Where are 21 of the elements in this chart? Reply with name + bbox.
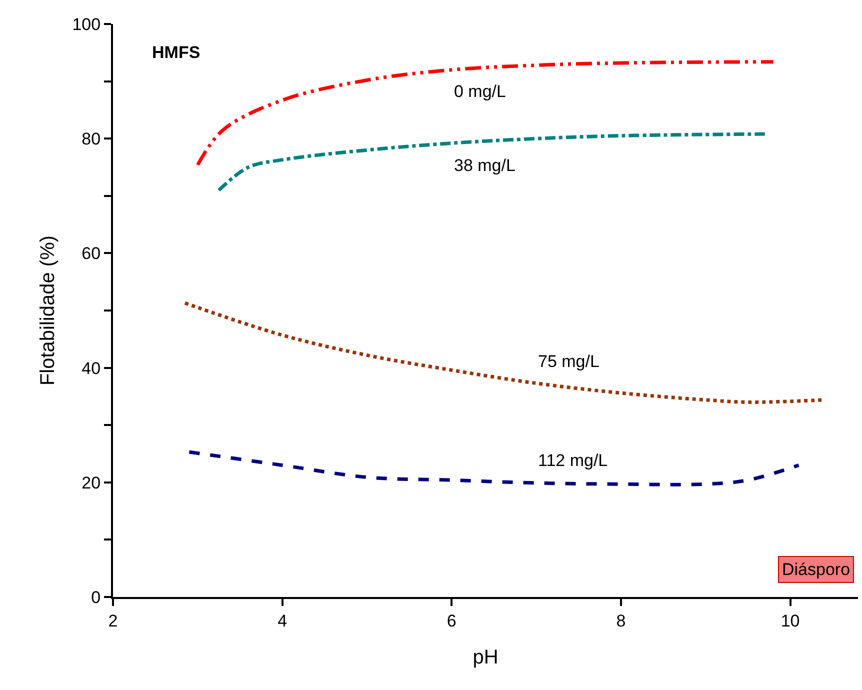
line-series <box>187 450 800 486</box>
x-axis-title: pH <box>472 646 498 668</box>
annotation: HMFS <box>152 43 200 62</box>
x-tick-label: 6 <box>446 611 456 630</box>
y-tick-label: 40 <box>82 358 101 378</box>
series-label: 0 mg/L <box>454 82 506 101</box>
y-axis-title: Flotabilidade (%) <box>37 235 60 386</box>
x-tick-label: 2 <box>108 611 118 630</box>
y-tick-label: 60 <box>82 244 101 264</box>
y-tick-label: 20 <box>82 473 101 492</box>
x-tick-label: 4 <box>278 611 288 630</box>
y-tick-label: 0 <box>91 588 101 607</box>
series-label: 75 mg/L <box>538 352 600 371</box>
y-tick-label: 100 <box>72 14 101 34</box>
y-tick-label: 80 <box>82 130 101 149</box>
line-series <box>217 132 767 192</box>
x-tick-label: 8 <box>616 611 626 630</box>
x-tick-label: 10 <box>780 611 800 630</box>
series-label: 38 mg/L <box>454 156 516 175</box>
series-label: 112 mg/L <box>538 451 608 470</box>
annotation: Diásporo <box>782 560 850 579</box>
